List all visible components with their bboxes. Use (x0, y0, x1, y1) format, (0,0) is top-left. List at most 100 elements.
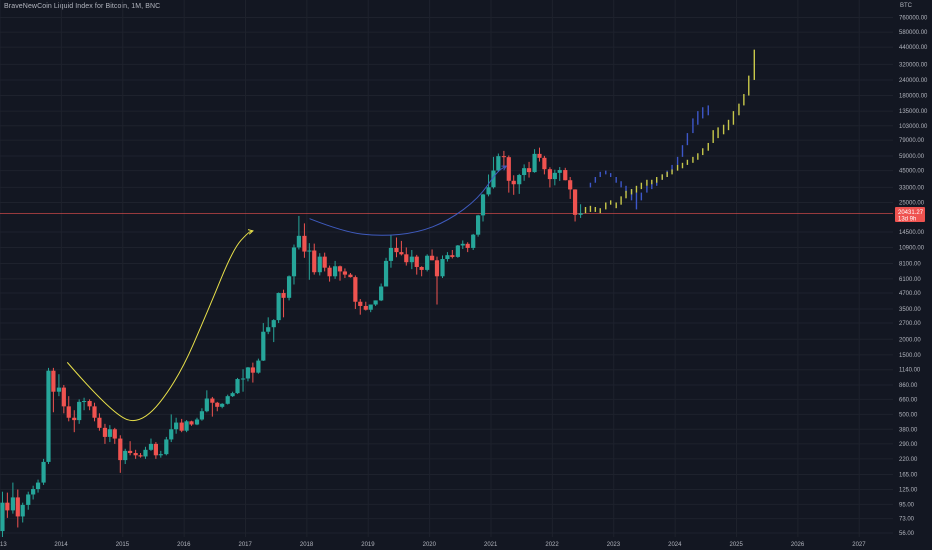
price-tick-label: 1140.00 (899, 368, 921, 374)
candle-body (20, 504, 25, 517)
price-tick-label: 59000.00 (899, 154, 925, 160)
candle-body (169, 429, 174, 440)
candle-body (179, 422, 184, 431)
candle-body (578, 213, 583, 215)
candle-body (399, 252, 404, 255)
time-tick-label: 2019 (361, 542, 375, 548)
candle-body (496, 156, 501, 171)
candle-body (348, 274, 353, 278)
candle-body (204, 398, 209, 412)
candle-body (302, 235, 307, 252)
time-tick-label: 2017 (238, 542, 252, 548)
price-tick-label: 500.00 (899, 412, 918, 418)
candle-body (379, 286, 384, 301)
candle-body (215, 402, 220, 407)
candle-body (240, 378, 246, 380)
candle-body (333, 266, 338, 277)
candle-body (327, 267, 332, 277)
candle-body (87, 401, 92, 407)
candle-body (174, 422, 179, 430)
candle-body (266, 327, 271, 332)
time-tick-label: 2024 (668, 542, 682, 548)
price-tick-label: 220.00 (899, 457, 918, 463)
price-tick-label: 760000.00 (899, 16, 928, 22)
candle-body (230, 393, 235, 397)
time-tick-label: 2015 (116, 542, 130, 548)
candle-body (281, 293, 286, 298)
candle-body (572, 189, 578, 215)
time-axis[interactable]: 13 2014 2015 2016 2017 2018 2019 2020 2021 2022 20… (0, 542, 866, 548)
candle-body (210, 398, 215, 403)
candle-body (476, 215, 481, 235)
time-tick-label: 2023 (607, 542, 621, 548)
candle-body (363, 305, 368, 310)
candle-body (291, 247, 297, 277)
price-tick-label: 240000.00 (899, 78, 928, 84)
price-axis-currency-label: BTC (900, 3, 912, 9)
candle-body (276, 293, 281, 321)
price-tick-label: 580000.00 (899, 30, 928, 36)
candle-body (501, 156, 506, 158)
candle-body (118, 438, 123, 461)
candle-body (342, 271, 348, 275)
price-tick-label: 4700.00 (899, 291, 921, 297)
candle-body (133, 453, 138, 456)
time-tick-label: 2018 (300, 542, 314, 548)
candle-body (353, 277, 358, 302)
candle-body (506, 157, 511, 181)
candle-body (557, 170, 562, 173)
price-tag-countdown: 13d 9h (898, 217, 916, 223)
candle-body (414, 256, 419, 267)
candle-body (26, 494, 31, 505)
candle-body (358, 301, 363, 306)
candle-body (491, 170, 496, 188)
candle-body (41, 461, 46, 483)
price-tick-label: 125.00 (899, 487, 918, 493)
price-tick-label: 95.00 (899, 502, 915, 508)
candle-body (261, 331, 266, 361)
candle-body (271, 320, 276, 328)
candle-body (409, 256, 414, 263)
candle-body (486, 187, 491, 195)
time-tick-label: 13 (0, 542, 7, 548)
price-tick-label: 860.00 (899, 383, 918, 389)
candle-body (225, 396, 230, 404)
candle-body (337, 266, 343, 272)
candle-body (51, 370, 56, 392)
candle-body (128, 450, 133, 454)
candle-body (72, 417, 77, 421)
projection-bars (584, 49, 755, 214)
time-tick-label: 2025 (729, 542, 743, 548)
candle-body (81, 401, 87, 403)
candle-body (450, 255, 455, 257)
candle-body (434, 260, 440, 277)
candle-body (312, 250, 317, 273)
candle-body (245, 367, 251, 379)
candle-body (517, 175, 522, 185)
price-tick-label: 165.00 (899, 472, 918, 478)
current-price-tag: 20431.27 13d 9h (895, 207, 925, 223)
candle-body (220, 403, 225, 407)
candle-body (368, 304, 373, 310)
time-tick-label: 2026 (791, 542, 805, 548)
time-tick-label: 2020 (423, 542, 437, 548)
time-tick-label: 2021 (484, 542, 498, 548)
candle-body (547, 169, 553, 180)
time-tick-label: 2014 (54, 542, 68, 548)
blue-arrow-head (501, 165, 508, 171)
yellow-arrow-curve (67, 230, 254, 422)
candle-body (164, 439, 169, 455)
price-tick-label: 135000.00 (899, 109, 928, 115)
candle-body (307, 250, 312, 252)
blue-arrow-curve (309, 165, 507, 236)
candle-body (66, 406, 71, 418)
candle-body (429, 255, 435, 261)
candles (0, 147, 583, 537)
candle-body (388, 247, 394, 261)
candle-body (471, 234, 476, 248)
time-tick-label: 2016 (177, 542, 191, 548)
price-tick-label: 45000.00 (899, 169, 925, 175)
candle-body (419, 266, 424, 270)
price-axis[interactable]: 56.00 73.00 95.00 125.00 165.00 220.00 290.00 3… (899, 16, 928, 537)
